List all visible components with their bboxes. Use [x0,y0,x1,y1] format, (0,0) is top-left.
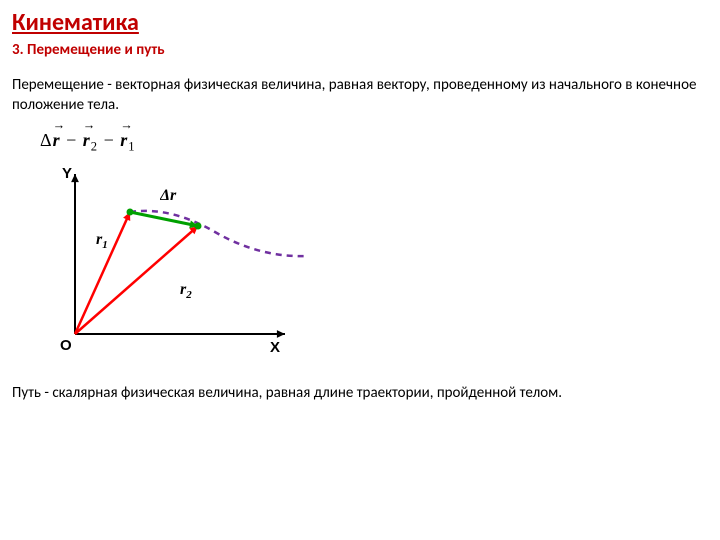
definition-path: Путь - скалярная физическая величина, ра… [12,383,708,403]
formula-minus1: − [66,130,83,150]
arrow-over-icon: → [53,118,67,133]
section-subtitle: 3. Перемещение и путь [12,41,708,59]
diagram-svg: YXO→r1→r2→Δr [40,164,330,364]
formula-sub1: 1 [128,139,135,153]
vector-diagram: YXO→r1→r2→Δr [40,164,708,369]
svg-text:O: O [60,337,72,354]
formula-delta: Δ [40,130,53,150]
formula-minus2: − [104,130,121,150]
page-title: Кинематика [12,8,708,37]
arrow-over-icon: → [120,118,134,133]
displacement-formula: Δ→r − →r2 − →r1 [40,130,708,155]
formula-sub2: 2 [91,139,98,153]
definition-displacement: Перемещение - векторная физическая велич… [12,75,708,116]
svg-text:Y: Y [62,165,72,182]
arrow-over-icon: → [83,118,97,133]
svg-text:X: X [270,339,280,356]
